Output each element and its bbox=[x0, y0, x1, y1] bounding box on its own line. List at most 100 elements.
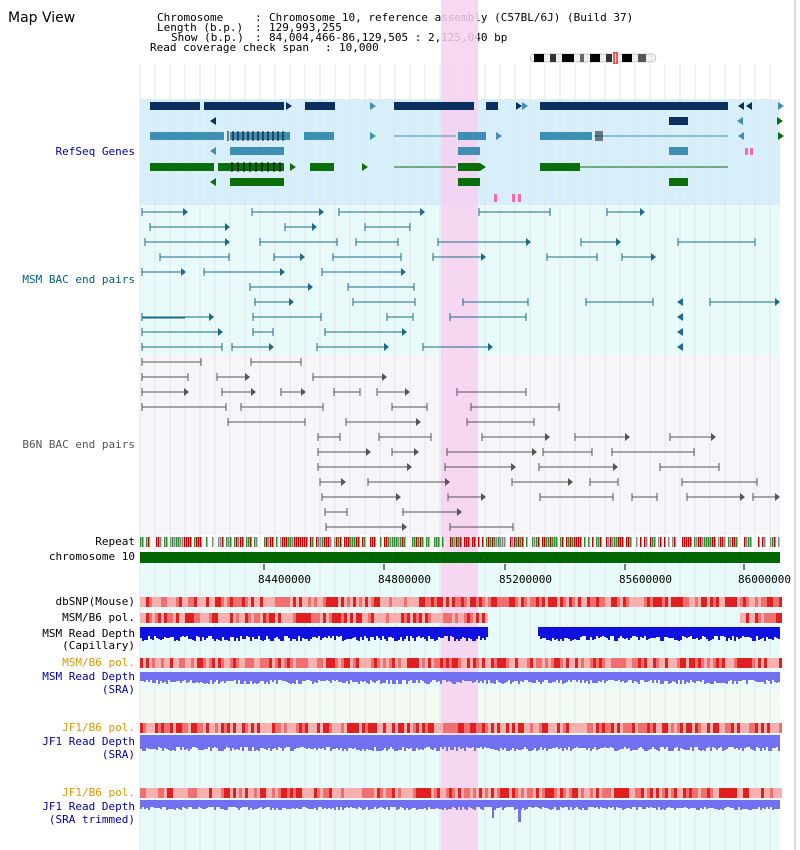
read-depth-bar bbox=[622, 627, 624, 638]
read-depth-bar bbox=[728, 800, 730, 807]
read-depth-bar bbox=[234, 735, 236, 750]
bac-pair-arrow bbox=[280, 268, 285, 276]
read-depth-bar bbox=[156, 800, 158, 808]
repeat-mark bbox=[398, 537, 400, 547]
read-depth-bar bbox=[250, 800, 252, 808]
read-depth-bar bbox=[296, 735, 298, 748]
repeat-mark bbox=[354, 537, 356, 547]
read-depth-bar bbox=[684, 800, 686, 807]
polymorphism-cell bbox=[398, 788, 401, 798]
repeat-mark bbox=[402, 537, 404, 547]
read-depth-bar bbox=[170, 627, 172, 637]
polymorphism-cell bbox=[212, 788, 215, 798]
polymorphism-cell bbox=[449, 613, 452, 623]
read-depth-bar bbox=[752, 800, 754, 809]
polymorphism-cell bbox=[542, 788, 545, 798]
read-depth-bar bbox=[618, 735, 620, 750]
polymorphism-cell bbox=[251, 723, 254, 733]
read-depth-bar bbox=[354, 627, 356, 637]
read-depth-bar bbox=[260, 735, 262, 748]
read-depth-bar bbox=[352, 627, 354, 638]
polymorphism-cell bbox=[551, 597, 554, 607]
polymorphism-cell bbox=[335, 788, 338, 798]
read-depth-bar bbox=[760, 672, 762, 682]
repeat-mark bbox=[538, 537, 540, 547]
selection-highlight bbox=[441, 0, 478, 850]
polymorphism-cell bbox=[323, 658, 326, 668]
read-depth-bar bbox=[258, 735, 260, 751]
repeat-mark bbox=[282, 537, 284, 547]
polymorphism-cell bbox=[488, 658, 491, 668]
read-depth-bar bbox=[538, 627, 540, 636]
polymorphism-cell bbox=[347, 613, 350, 623]
read-depth-bar bbox=[342, 735, 344, 751]
read-depth-bar bbox=[496, 800, 498, 808]
read-depth-bar bbox=[656, 800, 658, 810]
polymorphism-cell bbox=[512, 788, 515, 798]
polymorphism-cell bbox=[611, 723, 614, 733]
read-depth-bar bbox=[438, 672, 440, 681]
polymorphism-cell bbox=[410, 613, 413, 623]
read-depth-bar bbox=[166, 672, 168, 684]
read-depth-bar bbox=[610, 735, 612, 747]
read-depth-bar bbox=[548, 627, 550, 640]
read-depth-bar bbox=[328, 735, 330, 747]
read-depth-bar bbox=[706, 735, 708, 748]
read-depth-bar bbox=[474, 800, 476, 810]
polymorphism-cell bbox=[368, 788, 371, 798]
read-depth-bar bbox=[324, 672, 326, 681]
polymorphism-cell bbox=[167, 788, 170, 798]
read-depth-bar bbox=[160, 735, 162, 748]
read-depth-bar bbox=[574, 672, 576, 680]
repeat-mark bbox=[288, 537, 290, 547]
read-depth-bar bbox=[646, 672, 648, 682]
read-depth-bar bbox=[316, 800, 318, 810]
read-depth-bar bbox=[378, 800, 380, 808]
read-depth-bar bbox=[482, 800, 484, 810]
polymorphism-cell bbox=[608, 723, 611, 733]
read-depth-bar bbox=[578, 800, 580, 809]
read-depth-bar bbox=[166, 627, 168, 638]
repeat-mark bbox=[574, 537, 576, 547]
polymorphism-cell bbox=[278, 723, 281, 733]
read-depth-bar bbox=[356, 627, 358, 640]
read-depth-bar bbox=[294, 735, 296, 749]
read-depth-bar bbox=[556, 735, 558, 747]
read-depth-bar bbox=[284, 627, 286, 636]
polymorphism-cell bbox=[476, 788, 479, 798]
read-depth-bar bbox=[608, 672, 610, 680]
read-depth-bar bbox=[760, 735, 762, 751]
read-depth-bar bbox=[432, 800, 434, 809]
read-depth-bar bbox=[184, 672, 186, 680]
read-depth-bar bbox=[692, 800, 694, 808]
polymorphism-cell bbox=[383, 658, 386, 668]
read-depth-bar bbox=[424, 800, 426, 808]
chromosome-ideogram[interactable] bbox=[528, 52, 660, 64]
repeat-mark bbox=[512, 537, 514, 547]
read-depth-bar bbox=[228, 627, 230, 641]
read-depth-bar bbox=[624, 735, 626, 747]
polymorphism-cell bbox=[677, 597, 680, 607]
polymorphism-cell bbox=[347, 658, 350, 668]
polymorphism-cell bbox=[209, 597, 212, 607]
read-depth-bar bbox=[738, 627, 740, 639]
read-depth-bar bbox=[670, 672, 672, 683]
read-depth-bar bbox=[206, 800, 208, 808]
read-depth-bar bbox=[662, 627, 664, 641]
read-depth-bar bbox=[286, 627, 288, 636]
read-depth-bar bbox=[558, 627, 560, 641]
polymorphism-cell bbox=[548, 788, 551, 798]
polymorphism-cell bbox=[731, 723, 734, 733]
read-depth-bar bbox=[332, 672, 334, 680]
read-depth-bar bbox=[250, 627, 252, 641]
read-depth-bar bbox=[244, 735, 246, 747]
read-depth-bar bbox=[622, 800, 624, 810]
polymorphism-cell bbox=[203, 788, 206, 798]
read-depth-bar bbox=[770, 672, 772, 684]
polymorphism-cell bbox=[302, 658, 305, 668]
read-depth-bar bbox=[184, 800, 186, 808]
read-depth-bar bbox=[318, 627, 320, 636]
polymorphism-cell bbox=[590, 597, 593, 607]
repeat-mark bbox=[498, 537, 500, 547]
